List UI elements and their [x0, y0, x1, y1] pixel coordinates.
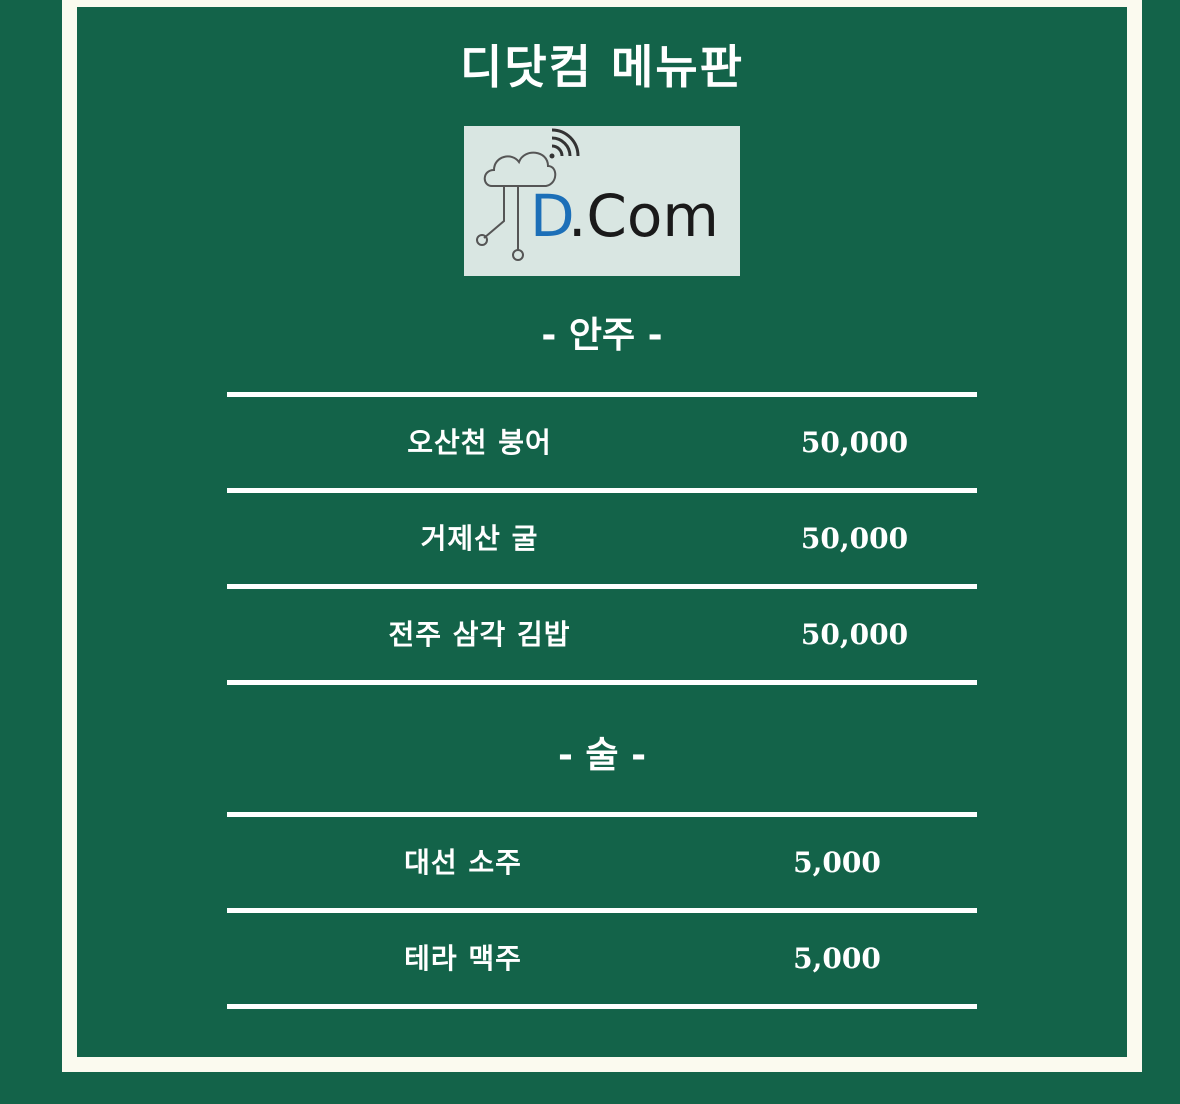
logo-letter-d: D	[530, 182, 575, 250]
menu-table-anju: 오산천 붕어 50,000 거제산 굴 50,000 전주 삼각 김밥 50,0…	[227, 392, 977, 685]
menu-item-name: 대선 소주	[404, 846, 522, 879]
menu-row: 테라 맥주 5,000	[227, 913, 977, 1004]
menu-item-price: 50,000	[800, 426, 909, 459]
section-title-sul: - 술 -	[557, 735, 647, 776]
divider	[227, 1004, 977, 1009]
page-title: 디닷컴 메뉴판	[460, 40, 744, 94]
menu-row: 거제산 굴 50,000	[227, 493, 977, 584]
divider	[227, 680, 977, 685]
menu-item-price: 50,000	[800, 618, 909, 651]
divider	[227, 584, 977, 589]
menu-item-price: 5,000	[793, 942, 881, 975]
menu-table-sul: 대선 소주 5,000 테라 맥주 5,000	[227, 812, 977, 1009]
dcom-logo: D .Com	[464, 126, 740, 276]
divider	[227, 812, 977, 817]
divider	[227, 908, 977, 913]
menu-row: 대선 소주 5,000	[227, 817, 977, 908]
menu-item-name: 오산천 붕어	[407, 426, 552, 459]
menu-item-name: 테라 맥주	[404, 942, 522, 975]
menu-item-name: 거제산 굴	[420, 522, 539, 555]
cloud-wifi-circuit-icon: D .Com	[476, 128, 719, 261]
divider	[227, 488, 977, 493]
menu-item-price: 50,000	[800, 522, 909, 555]
logo-text-com: .Com	[568, 182, 719, 250]
menu-board: 디닷컴 메뉴판 D .Com - 안주 -	[77, 7, 1127, 1057]
section-title-anju: - 안주 -	[541, 315, 663, 356]
menu-row: 오산천 붕어 50,000	[227, 397, 977, 488]
menu-item-name: 전주 삼각 김밥	[388, 618, 571, 651]
menu-item-price: 5,000	[793, 846, 881, 879]
divider	[227, 392, 977, 397]
menu-board-frame: 디닷컴 메뉴판 D .Com - 안주 -	[62, 0, 1142, 1072]
menu-row: 전주 삼각 김밥 50,000	[227, 589, 977, 680]
